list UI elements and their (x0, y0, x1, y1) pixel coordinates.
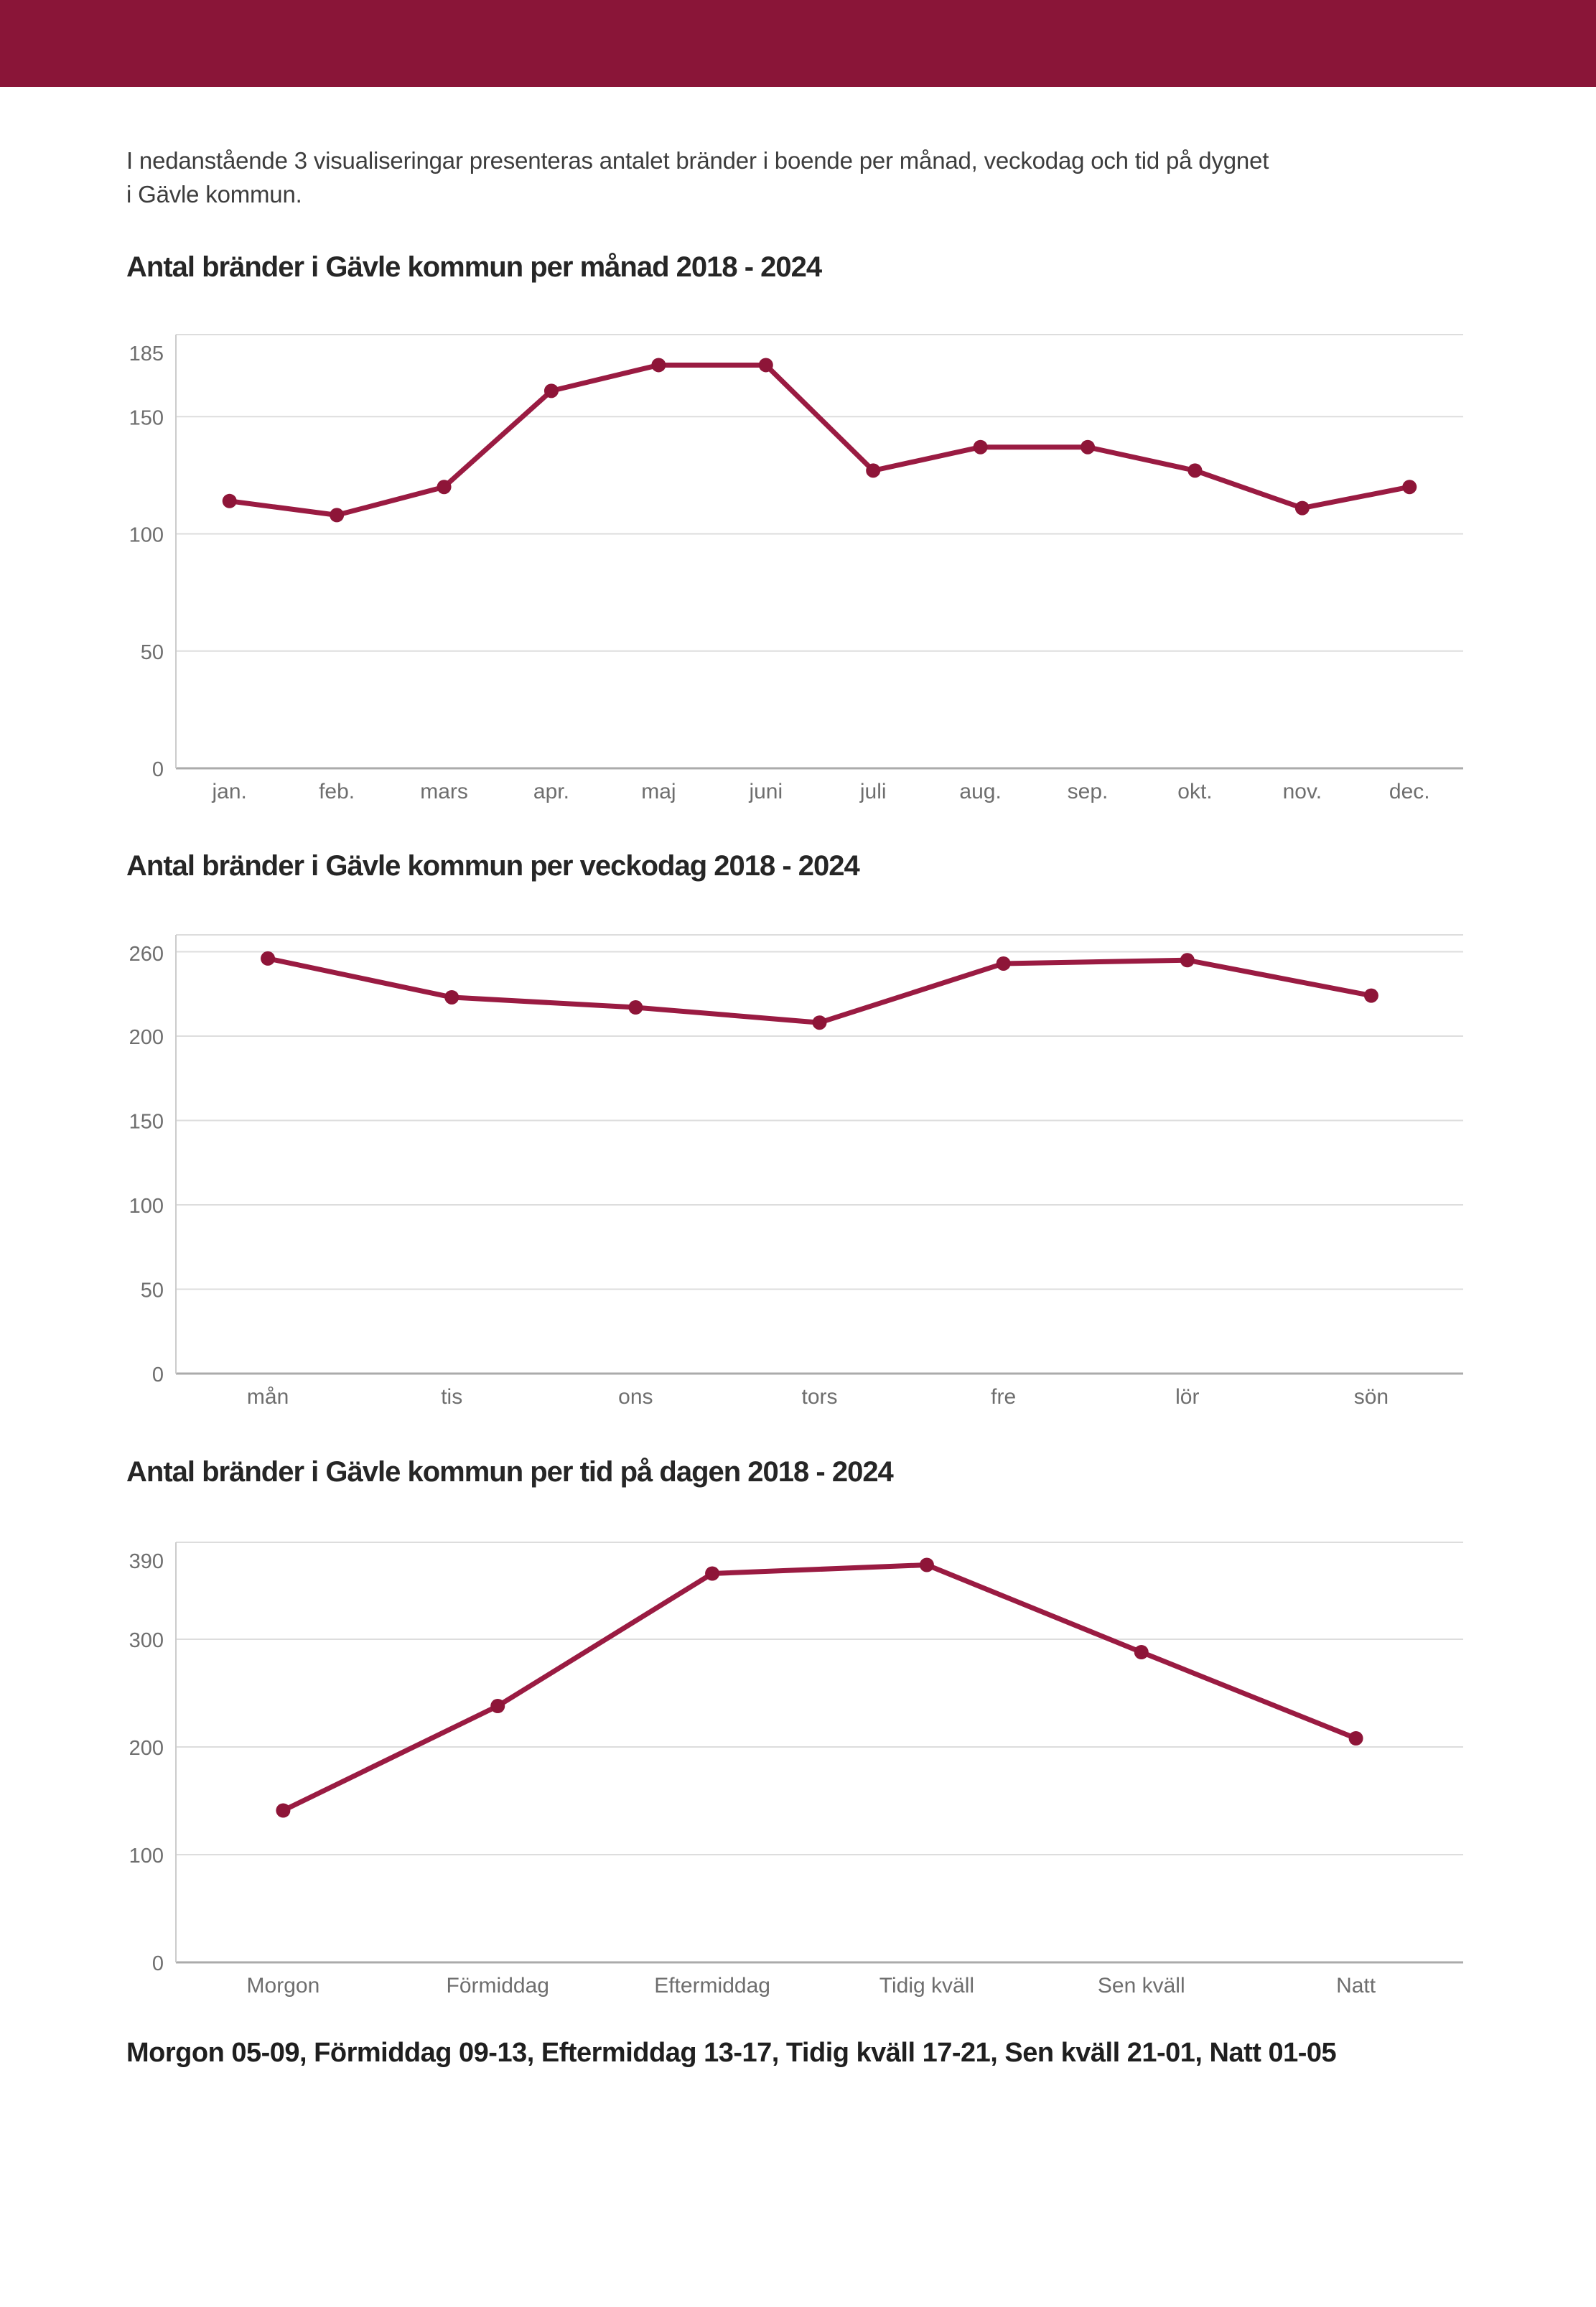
data-point-nov.[interactable] (1294, 500, 1310, 516)
header-bar (0, 0, 1596, 87)
x-tick-label-tors: tors (801, 1385, 837, 1409)
y-tick-label-0: 0 (152, 1364, 164, 1386)
y-tick-label-100: 100 (129, 524, 164, 547)
data-point-Sen kväll[interactable] (1134, 1645, 1149, 1659)
y-tick-label-100: 100 (129, 1195, 164, 1218)
data-point-sön[interactable] (1363, 988, 1378, 1003)
x-tick-label-feb.: feb. (319, 780, 355, 803)
data-point-fre[interactable] (996, 956, 1011, 971)
x-tick-label-apr.: apr. (533, 780, 569, 803)
x-tick-label-Tidig kväll: Tidig kväll (879, 1974, 974, 1998)
data-point-okt.[interactable] (1187, 463, 1203, 478)
data-point-mån[interactable] (261, 951, 276, 966)
data-point-ons[interactable] (628, 1000, 643, 1015)
series-line (265, 956, 1374, 1025)
fires-per-weekday-chart[interactable]: 0 50 100 150 200 260 mån tis ons tors fre lör sön (0, 908, 1596, 1429)
x-tick-label-Sen kväll: Sen kväll (1098, 1974, 1185, 1998)
data-point-juni[interactable] (758, 358, 773, 373)
y-tick-label-100: 100 (129, 1845, 164, 1868)
time-interval-legend: Morgon 05-09, Förmiddag 09-13, Eftermidd… (126, 2038, 1337, 2068)
data-point-tis[interactable] (444, 989, 459, 1005)
y-tick-label-185: 185 (129, 342, 164, 365)
data-point-Eftermiddag[interactable] (705, 1566, 720, 1581)
chart-title-time-of-day: Antal bränder i Gävle kommun per tid på … (126, 1456, 894, 1488)
data-point-Morgon[interactable] (276, 1803, 291, 1818)
data-point-lör[interactable] (1180, 953, 1195, 968)
x-tick-label-okt.: okt. (1177, 780, 1212, 803)
x-tick-label-sön: sön (1354, 1385, 1389, 1409)
x-tick-label-juli: juli (859, 780, 887, 803)
chart-title-monthly: Antal bränder i Gävle kommun per månad 2… (126, 251, 822, 283)
x-tick-label-Eftermiddag: Eftermiddag (654, 1974, 770, 1998)
intro-line-2: i Gävle kommun. (126, 181, 302, 208)
data-point-aug.[interactable] (973, 439, 988, 455)
data-point-tors[interactable] (812, 1015, 827, 1030)
y-tick-label-300: 300 (129, 1629, 164, 1652)
y-tick-label-200: 200 (129, 1026, 164, 1049)
data-point-dec.[interactable] (1402, 480, 1417, 495)
y-tick-label-150: 150 (129, 1111, 164, 1134)
x-tick-label-aug.: aug. (959, 780, 1001, 803)
x-tick-label-nov.: nov. (1283, 780, 1322, 803)
x-tick-label-dec.: dec. (1389, 780, 1430, 803)
y-tick-label-390: 390 (129, 1550, 164, 1573)
x-tick-label-jan.: jan. (212, 780, 247, 803)
data-point-Tidig kväll[interactable] (919, 1557, 934, 1572)
y-tick-label-0: 0 (152, 1952, 164, 1975)
x-tick-label-sep.: sep. (1068, 780, 1109, 803)
series-line (280, 1562, 1359, 1813)
x-tick-label-juni: juni (748, 780, 783, 803)
data-point-feb.[interactable] (330, 508, 345, 523)
data-point-jan.[interactable] (222, 493, 237, 508)
data-point-Förmiddag[interactable] (490, 1699, 505, 1713)
x-tick-label-mars: mars (420, 780, 468, 803)
data-point-apr.[interactable] (543, 383, 559, 399)
y-tick-label-50: 50 (141, 641, 164, 664)
x-tick-label-mån: mån (247, 1385, 289, 1409)
x-tick-label-ons: ons (618, 1385, 653, 1409)
y-tick-label-260: 260 (129, 943, 164, 966)
y-tick-label-150: 150 (129, 406, 164, 429)
intro-line-1: I nedanstående 3 visualiseringar present… (126, 147, 1269, 174)
data-point-sep.[interactable] (1081, 439, 1096, 455)
x-tick-label-fre: fre (991, 1385, 1016, 1409)
data-point-juli[interactable] (866, 463, 881, 478)
x-tick-label-maj: maj (641, 780, 676, 803)
x-tick-label-Morgon: Morgon (247, 1974, 320, 1998)
x-tick-label-tis: tis (441, 1385, 462, 1409)
x-tick-label-lör: lör (1175, 1385, 1199, 1409)
fires-per-time-of-day-chart[interactable]: 0 100 200 300 390 Morgon Förmiddag Eftermiddag T… (0, 1515, 1596, 2018)
data-point-mars[interactable] (437, 480, 452, 495)
x-tick-label-Natt: Natt (1336, 1974, 1376, 1998)
intro-text: I nedanstående 3 visualiseringar present… (126, 144, 1490, 211)
y-tick-label-50: 50 (141, 1280, 164, 1302)
fires-per-month-chart[interactable]: 0 50 100 150 185 jan. feb. mars apr. maj juni juli a… (0, 309, 1596, 827)
x-tick-label-Förmiddag: Förmiddag (447, 1974, 549, 1998)
data-point-maj[interactable] (651, 358, 666, 373)
series-line (227, 362, 1412, 518)
y-tick-label-0: 0 (152, 758, 164, 781)
chart-title-weekday: Antal bränder i Gävle kommun per veckoda… (126, 850, 860, 882)
y-tick-label-200: 200 (129, 1737, 164, 1760)
data-point-Natt[interactable] (1348, 1731, 1363, 1746)
